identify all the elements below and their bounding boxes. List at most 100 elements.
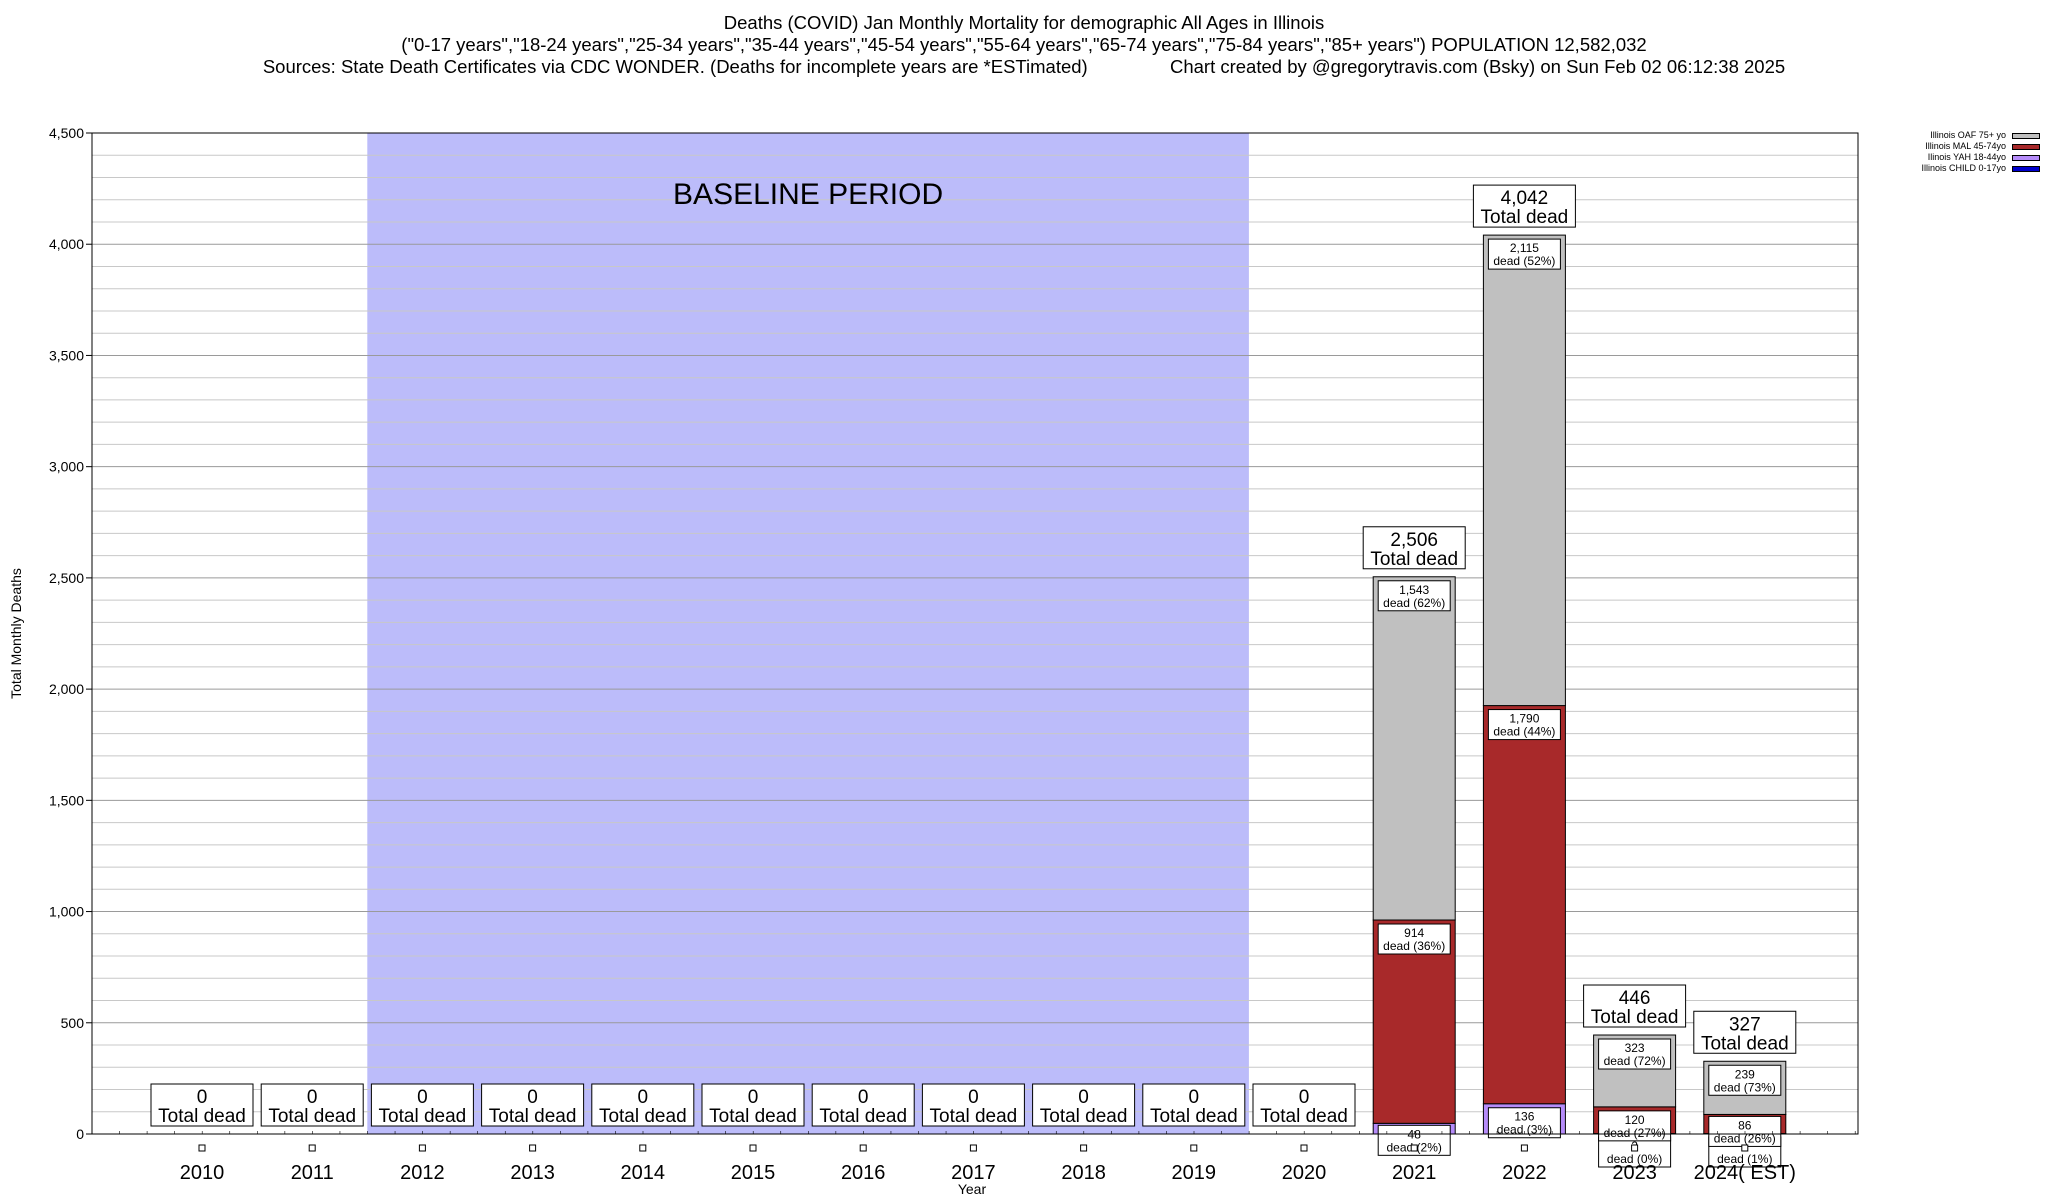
bar-segment (1372, 576, 1456, 921)
x-tick-label: 2011 (291, 1162, 334, 1184)
chart-title: Deaths (COVID) Jan Monthly Mortality for… (723, 12, 1325, 33)
y-tick-label: 500 (61, 1015, 85, 1031)
segment-label-value: 914 (1404, 926, 1424, 940)
total-label-value: 0 (197, 1087, 208, 1108)
segment-label-pct: dead (62%) (1383, 596, 1445, 610)
chart-sources: Sources: State Death Certificates via CD… (262, 56, 1088, 77)
legend-item: Illinois OAF 75+ yo (1921, 130, 2040, 141)
x-tick-label: 2021 (1392, 1162, 1437, 1184)
legend-label: Ilinois YAH 18-44yo (1927, 152, 2006, 162)
legend-swatch (2012, 143, 2040, 150)
total-label-box (591, 1083, 695, 1127)
x-tick-label: 2024( EST) (1694, 1162, 1796, 1184)
segment-label-pct: dead (36%) (1383, 939, 1445, 953)
x-marker (1190, 1144, 1198, 1152)
total-label-box (150, 1083, 254, 1127)
x-marker (969, 1144, 977, 1152)
chart-credit: Chart created by @gregorytravis.com (Bsk… (1169, 56, 1786, 77)
y-tick-label: 4,000 (49, 236, 84, 252)
segment-label-value: 120 (1625, 1113, 1645, 1127)
baseline-region (367, 133, 1249, 1134)
total-label-text: Total dead (599, 1106, 687, 1127)
segment-label-box (1377, 580, 1451, 612)
x-tick-label: 2012 (400, 1162, 445, 1184)
x-tick-label: 2020 (1282, 1162, 1327, 1184)
x-marker (529, 1144, 537, 1152)
total-label-text: Total dead (1481, 207, 1569, 228)
y-tick-label: 3,500 (49, 347, 84, 363)
x-tick-label: 2018 (1061, 1162, 1106, 1184)
total-label-text: Total dead (1370, 549, 1458, 570)
total-label-text: Total dead (489, 1106, 577, 1127)
total-label-value: 0 (1189, 1087, 1200, 1108)
y-tick-label: 2,500 (49, 570, 84, 586)
total-label-text: Total dead (1701, 1033, 1789, 1054)
total-label-value: 0 (748, 1087, 759, 1108)
x-tick-label: 2016 (841, 1162, 886, 1184)
chart-subtitle: ("0-17 years","18-24 years","25-34 years… (401, 34, 1647, 55)
total-label-value: 0 (858, 1087, 869, 1108)
total-label-box (1583, 984, 1687, 1028)
total-label-value: 4,042 (1501, 188, 1549, 209)
y-tick-label: 1,500 (49, 792, 84, 808)
total-label-value: 0 (417, 1087, 428, 1108)
total-label-value: 446 (1619, 988, 1651, 1009)
chart-sources-line: Sources: State Death Certificates via CD… (0, 56, 2048, 78)
total-label-box (260, 1083, 364, 1127)
x-marker (1080, 1144, 1088, 1152)
x-marker (1520, 1144, 1528, 1152)
segment-label-box (1598, 1038, 1672, 1070)
legend-label: Illinois OAF 75+ yo (1930, 130, 2006, 140)
segment-label-pct: dead (3%) (1497, 1123, 1552, 1137)
segment-label-pct: dead (73%) (1714, 1080, 1776, 1094)
y-tick-label: 0 (76, 1126, 84, 1142)
segment-label-value: 136 (1514, 1110, 1534, 1124)
segment-label-box (1487, 1107, 1561, 1139)
segment-label-box (1487, 709, 1561, 741)
total-label-value: 0 (1078, 1087, 1089, 1108)
total-label-text: Total dead (1150, 1106, 1238, 1127)
total-label-box (701, 1083, 805, 1127)
x-marker (308, 1144, 316, 1152)
segment-label-box (1598, 1110, 1672, 1142)
total-label-text: Total dead (819, 1106, 907, 1127)
legend-item: Illinois MAL 45-74yo (1921, 141, 2040, 152)
legend-label: Illinois CHILD 0-17yo (1921, 163, 2006, 173)
total-label-value: 0 (307, 1087, 318, 1108)
segment-label-value: 1,790 (1509, 712, 1539, 726)
total-label-box (1142, 1083, 1246, 1127)
segment-label-box (1708, 1064, 1782, 1096)
bar-segment (1482, 705, 1566, 1105)
legend-swatch (2012, 132, 2040, 139)
total-label-value: 327 (1729, 1014, 1761, 1035)
legend-item: Illinois CHILD 0-17yo (1921, 163, 2040, 174)
segment-label-pct: dead (52%) (1493, 254, 1555, 268)
x-tick-label: 2010 (180, 1162, 225, 1184)
total-label-text: Total dead (268, 1106, 356, 1127)
total-label-box (1693, 1010, 1797, 1054)
segment-label-value: 239 (1735, 1067, 1755, 1081)
total-label-value: 2,506 (1390, 530, 1438, 551)
x-marker (1741, 1144, 1749, 1152)
segment-label-value: 1,543 (1399, 583, 1429, 597)
x-tick-label: 2014 (621, 1162, 666, 1184)
total-label-text: Total dead (1591, 1007, 1679, 1028)
x-marker (1410, 1144, 1418, 1152)
legend-item: Ilinois YAH 18-44yo (1921, 152, 2040, 163)
legend-swatch (2012, 165, 2040, 172)
total-label-box (370, 1083, 474, 1127)
total-label-text: Total dead (1040, 1106, 1128, 1127)
